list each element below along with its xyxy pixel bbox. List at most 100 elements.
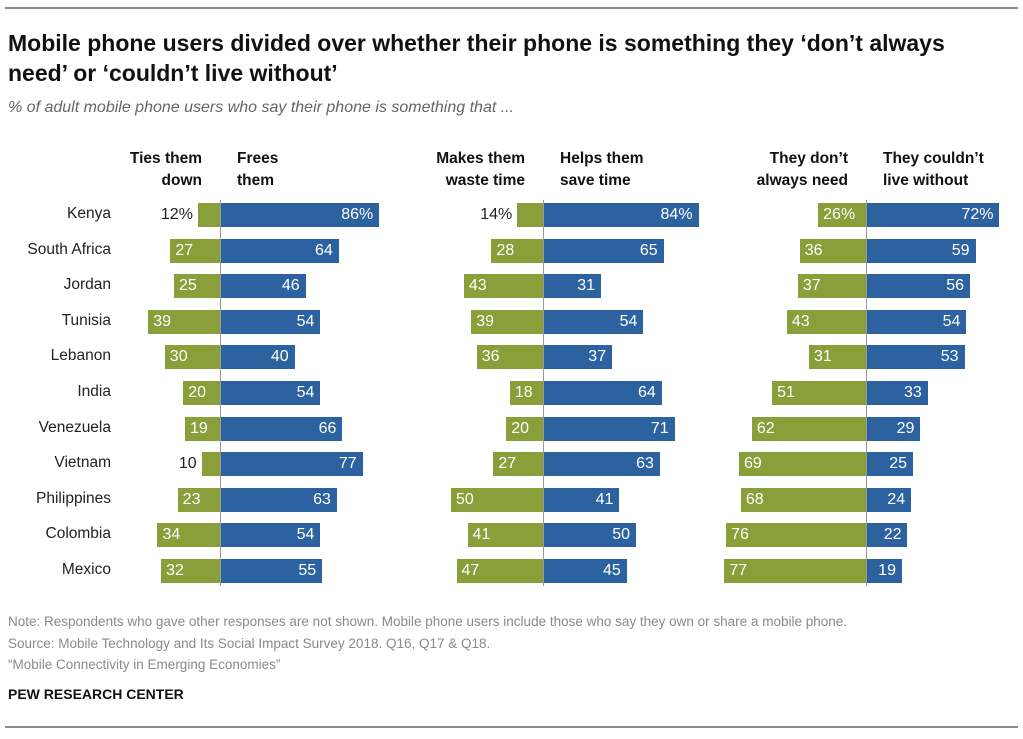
category-label: Vietnam bbox=[54, 454, 111, 472]
bar-negative bbox=[724, 559, 866, 583]
data-label: 31 bbox=[577, 277, 596, 295]
bar-positive bbox=[221, 203, 380, 227]
category-label: Lebanon bbox=[50, 347, 111, 365]
data-label: 19 bbox=[190, 419, 208, 437]
top-rule bbox=[5, 7, 1018, 9]
data-label: 54 bbox=[296, 526, 315, 544]
data-label: 22 bbox=[883, 526, 902, 544]
data-label: 34 bbox=[162, 526, 181, 544]
data-label: 55 bbox=[298, 562, 317, 579]
bar-positive bbox=[867, 452, 913, 477]
data-label: 56 bbox=[946, 277, 965, 295]
bar-positive bbox=[221, 274, 306, 299]
data-label: 25 bbox=[889, 455, 907, 473]
data-label: 86% bbox=[341, 206, 374, 223]
data-label: 20 bbox=[188, 384, 206, 401]
header-positive: They couldn’t live without bbox=[883, 150, 984, 189]
data-label: 18 bbox=[514, 384, 533, 401]
data-label: 23 bbox=[182, 490, 201, 508]
bar-negative bbox=[751, 416, 866, 441]
category-label: Jordan bbox=[63, 276, 111, 294]
bar-positive bbox=[544, 274, 602, 299]
data-label: 63 bbox=[636, 455, 654, 473]
data-label: 45 bbox=[603, 562, 621, 579]
data-label: 84% bbox=[660, 206, 693, 223]
bar-positive bbox=[221, 559, 323, 583]
data-label: 47 bbox=[461, 562, 480, 579]
bar-negative bbox=[772, 381, 866, 405]
header-negative: Makes them waste time bbox=[436, 150, 525, 189]
bar-positive bbox=[221, 345, 295, 370]
bar-negative bbox=[808, 345, 866, 370]
bar-negative bbox=[740, 487, 866, 512]
bar-negative bbox=[185, 416, 220, 441]
bar-positive bbox=[867, 416, 921, 441]
bar-negative bbox=[467, 523, 543, 548]
bar-negative bbox=[739, 452, 866, 477]
data-label: 43 bbox=[791, 312, 810, 330]
bar-negative bbox=[177, 487, 220, 512]
bar-positive bbox=[867, 309, 967, 334]
data-label: 43 bbox=[468, 277, 487, 295]
bar-negative bbox=[148, 309, 220, 334]
data-label: 41 bbox=[595, 490, 614, 508]
data-label: 66 bbox=[318, 419, 337, 437]
bar-positive bbox=[544, 238, 664, 263]
data-label: 65 bbox=[639, 241, 658, 259]
bar-negative bbox=[476, 345, 543, 370]
header-positive: Frees them bbox=[237, 150, 279, 189]
data-label: 40 bbox=[270, 348, 289, 366]
bar-negative bbox=[471, 309, 543, 334]
data-label: 69 bbox=[744, 455, 762, 473]
data-label: 19 bbox=[878, 562, 896, 579]
category-label: South Africa bbox=[27, 240, 111, 258]
header-negative: They don’t always need bbox=[756, 150, 848, 189]
data-label: 36 bbox=[804, 241, 823, 259]
bar-negative bbox=[509, 381, 543, 405]
bar-positive bbox=[544, 487, 620, 512]
category-label: Mexico bbox=[61, 561, 111, 578]
bar-positive bbox=[544, 523, 636, 548]
data-label: 72% bbox=[961, 206, 994, 223]
bar-positive bbox=[544, 416, 675, 441]
bar-positive bbox=[221, 487, 337, 512]
bar-positive bbox=[867, 274, 971, 299]
category-label: Kenya bbox=[67, 205, 111, 222]
data-label: 30 bbox=[169, 348, 188, 366]
bar-negative bbox=[463, 274, 543, 299]
bar-positive bbox=[544, 345, 613, 370]
bar-positive bbox=[867, 559, 902, 583]
bar-positive bbox=[867, 203, 1000, 227]
data-label: 77 bbox=[338, 455, 357, 473]
bar-positive bbox=[544, 381, 662, 405]
category-label: India bbox=[77, 383, 111, 400]
data-label: 27 bbox=[498, 455, 517, 473]
bar-negative bbox=[818, 203, 866, 227]
data-label: 46 bbox=[281, 277, 300, 295]
bar-positive bbox=[221, 309, 321, 334]
data-label: 37 bbox=[588, 348, 607, 366]
data-label: 54 bbox=[619, 312, 638, 330]
bar-positive bbox=[544, 203, 699, 227]
data-label: 39 bbox=[153, 312, 172, 330]
bar-negative bbox=[161, 559, 220, 583]
data-label: 64 bbox=[637, 384, 656, 401]
bar-positive bbox=[221, 452, 363, 477]
bar-negative bbox=[799, 238, 866, 263]
bar-positive bbox=[544, 309, 644, 334]
bar-positive bbox=[544, 559, 627, 583]
data-label: 59 bbox=[951, 241, 970, 259]
data-label: 50 bbox=[612, 526, 630, 544]
bar-negative bbox=[157, 523, 220, 548]
bar-negative bbox=[517, 203, 543, 227]
data-label: 33 bbox=[903, 384, 922, 401]
data-label: 14% bbox=[480, 206, 513, 223]
data-label: 54 bbox=[942, 312, 961, 330]
bar-positive bbox=[867, 381, 928, 405]
data-label: 50 bbox=[456, 490, 474, 508]
axis-line bbox=[220, 200, 221, 586]
data-label: 41 bbox=[472, 526, 491, 544]
data-label: 31 bbox=[813, 348, 832, 366]
data-label: 37 bbox=[802, 277, 821, 295]
